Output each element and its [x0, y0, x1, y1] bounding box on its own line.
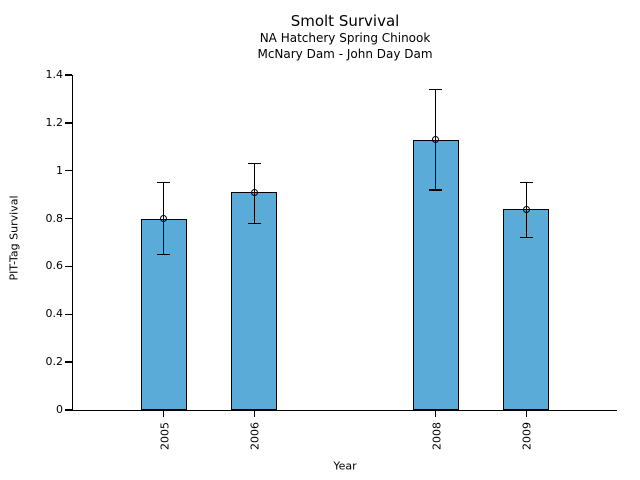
bar — [412, 139, 459, 410]
error-bar-cap-top — [157, 181, 171, 184]
y-tick — [65, 361, 72, 363]
chart-subtitle-line1: NA Hatchery Spring Chinook — [259, 31, 431, 45]
y-tick-label: 0.4 — [45, 307, 64, 321]
y-tick-label: 0 — [56, 403, 63, 416]
x-tick — [162, 411, 165, 417]
error-bar-cap-top — [429, 88, 443, 91]
x-axis-label: Year — [333, 459, 357, 473]
error-marker — [432, 136, 440, 144]
error-bar-cap-top — [519, 181, 533, 184]
bar — [503, 209, 550, 410]
x-tick — [434, 411, 437, 417]
y-tick — [65, 122, 72, 124]
error-bar-cap-top — [247, 162, 261, 165]
error-bar-cap-bottom — [247, 222, 261, 225]
x-axis-spine — [72, 410, 617, 412]
bar — [231, 192, 278, 410]
y-tick — [65, 313, 72, 315]
error-marker — [250, 188, 258, 196]
y-tick-label: 0.6 — [45, 259, 64, 273]
x-tick — [253, 411, 256, 417]
chart-subtitle-line2: McNary Dam - John Day Dam — [257, 47, 433, 61]
x-tick-label: 2005 — [158, 422, 172, 450]
y-tick — [65, 409, 72, 411]
y-tick-label: 1.4 — [45, 68, 64, 81]
chart-title: Smolt Survival — [290, 12, 400, 30]
y-axis-spine — [72, 75, 74, 410]
y-tick — [65, 170, 72, 172]
error-bar-cap-bottom — [429, 189, 443, 191]
y-tick-label: 1.2 — [45, 115, 64, 129]
x-tick-label: 2006 — [248, 422, 262, 450]
x-tick — [525, 411, 528, 417]
error-bar-cap-bottom — [519, 237, 533, 239]
error-marker — [160, 215, 168, 223]
y-tick-label: 0.8 — [45, 211, 64, 225]
y-tick — [65, 265, 72, 268]
y-tick — [65, 74, 72, 76]
y-tick-label: 0.2 — [45, 355, 64, 369]
y-tick-label: 1 — [56, 163, 63, 177]
y-tick — [65, 217, 72, 220]
x-tick-label: 2009 — [520, 422, 534, 450]
error-bar-cap-bottom — [157, 253, 171, 256]
error-marker — [522, 205, 530, 213]
x-tick-label: 2008 — [430, 422, 444, 450]
